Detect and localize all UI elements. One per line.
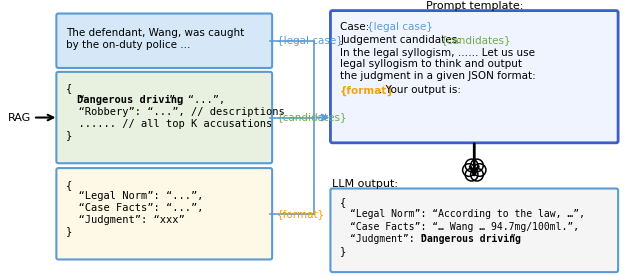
Text: “: “ — [66, 95, 85, 105]
Text: The defendant, Wang, was caught
by the on-duty police ...: The defendant, Wang, was caught by the o… — [66, 28, 244, 50]
Text: {candidates}: {candidates} — [277, 113, 348, 123]
Text: “Legal Norm”: “...”,: “Legal Norm”: “...”, — [66, 192, 204, 201]
Text: }: } — [66, 226, 72, 237]
Text: “Judgment”: “xxx”: “Judgment”: “xxx” — [66, 215, 185, 225]
Text: {format}: {format} — [277, 209, 325, 219]
Text: In the legal syllogism, …… Let us use
legal syllogism to think and output
the ju: In the legal syllogism, …… Let us use le… — [340, 47, 536, 81]
Text: Judgement candidates:: Judgement candidates: — [340, 35, 464, 45]
Text: “Judgment”: “: “Judgment”: “ — [350, 234, 426, 244]
FancyBboxPatch shape — [56, 14, 272, 68]
Text: “Robbery”: “...”, // descriptions: “Robbery”: “...”, // descriptions — [66, 107, 285, 117]
Text: {candidates}: {candidates} — [440, 35, 511, 45]
Text: . Your output is:: . Your output is: — [379, 86, 461, 95]
Text: {format}: {format} — [340, 86, 395, 96]
Text: {: { — [66, 180, 72, 190]
Text: {legal case}: {legal case} — [277, 36, 343, 46]
Text: “Case Facts”: “...”,: “Case Facts”: “...”, — [66, 203, 204, 213]
FancyBboxPatch shape — [56, 168, 272, 259]
Text: “Legal Norm”: “According to the law, …”,: “Legal Norm”: “According to the law, …”, — [350, 209, 585, 219]
Text: }: } — [66, 130, 72, 140]
Text: Dangerous driving: Dangerous driving — [77, 95, 183, 105]
Text: {: { — [340, 197, 346, 207]
Text: “Case Facts”: “… Wang … 94.7mg/100ml.”,: “Case Facts”: “… Wang … 94.7mg/100ml.”, — [350, 222, 579, 232]
FancyBboxPatch shape — [330, 189, 618, 272]
Text: {: { — [66, 84, 72, 94]
FancyBboxPatch shape — [56, 72, 272, 163]
Text: Dangerous driving: Dangerous driving — [421, 234, 521, 244]
Text: Prompt template:: Prompt template: — [426, 1, 523, 10]
Text: ...... // all top K accusations: ...... // all top K accusations — [66, 118, 273, 129]
FancyBboxPatch shape — [330, 10, 618, 143]
Text: }: } — [340, 246, 346, 256]
Text: Case:: Case: — [340, 22, 372, 32]
Text: ”: ” — [510, 234, 516, 244]
Text: ”: “...”,: ”: “...”, — [169, 95, 225, 105]
Text: RAG: RAG — [8, 113, 31, 123]
Text: LLM output:: LLM output: — [332, 179, 398, 189]
Text: {legal case}: {legal case} — [367, 22, 433, 32]
